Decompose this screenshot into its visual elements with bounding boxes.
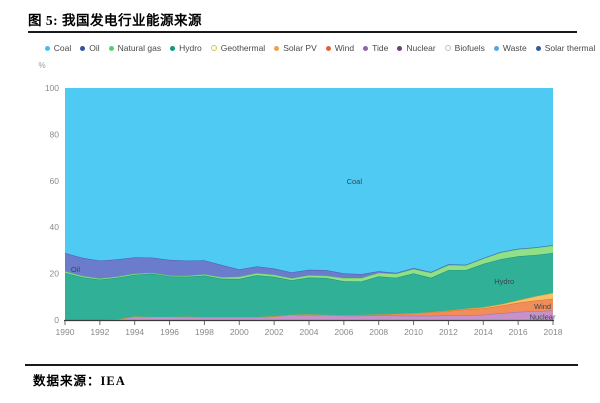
legend-label: Solar PV	[283, 43, 317, 53]
legend-swatch-coal	[44, 45, 50, 51]
legend-label: Solar thermal	[544, 43, 596, 53]
x-tick-label: 2008	[369, 327, 388, 337]
legend-item-hydro: Hydro	[170, 43, 202, 53]
legend-swatch-waste	[493, 45, 499, 51]
x-tick-label: 2012	[439, 327, 458, 337]
legend-swatch-solar-pv	[274, 45, 280, 51]
x-tick-label: 2018	[544, 327, 563, 337]
legend-swatch-solar-thermal	[535, 45, 541, 51]
area-natural-gas	[65, 245, 553, 282]
x-tick-label: 2002	[265, 327, 284, 337]
legend-item-tide: Tide	[363, 43, 388, 53]
legend-label: Wind	[334, 43, 355, 53]
area-label-nuclear: Nuclear	[530, 313, 556, 322]
legend-swatch-natural-gas	[108, 45, 114, 51]
legend-item-waste: Waste	[493, 43, 527, 53]
y-tick-label: 60	[50, 176, 60, 186]
area-label-wind: Wind	[534, 302, 551, 311]
area-coal	[65, 88, 553, 275]
x-tick-label: 1994	[125, 327, 144, 337]
legend-swatch-hydro	[170, 45, 176, 51]
area-hydro	[65, 253, 553, 320]
legend-item-coal: Coal	[44, 43, 72, 53]
area-nuclear	[65, 310, 553, 320]
x-tick-label: 1998	[195, 327, 214, 337]
y-tick-label: 100	[45, 83, 59, 93]
y-tick-label: 40	[50, 222, 60, 232]
legend-item-solar-thermal: Solar thermal	[535, 43, 596, 53]
x-tick-label: 1990	[56, 327, 75, 337]
area-label-coal: Coal	[347, 177, 363, 186]
area-label-hydro: Hydro	[494, 277, 514, 286]
legend-item-solar-pv: Solar PV	[274, 43, 317, 53]
legend-swatch-geothermal	[210, 45, 217, 51]
legend-label: Oil	[89, 43, 100, 53]
title-underline	[28, 31, 577, 33]
x-tick-label: 2010	[404, 327, 423, 337]
legend-label: Tide	[372, 43, 389, 53]
area-label-oil: Oil	[71, 265, 81, 274]
x-tick-label: 1996	[160, 327, 179, 337]
figure-title: 图 5: 我国发电行业能源来源	[28, 13, 202, 28]
legend-label: Hydro	[179, 43, 202, 53]
y-tick-label: 20	[50, 269, 60, 279]
legend-label: Biofuels	[454, 43, 485, 53]
legend-swatch-biofuels	[444, 45, 451, 51]
legend-swatch-tide	[363, 45, 369, 51]
area-oil	[65, 245, 553, 279]
legend-label: Coal	[53, 43, 72, 53]
legend-item-geothermal: Geothermal	[210, 43, 266, 53]
legend-item-wind: Wind	[325, 43, 355, 53]
y-tick-label: 0	[54, 315, 59, 325]
x-tick-label: 2014	[474, 327, 493, 337]
legend-label: Geothermal	[220, 43, 266, 53]
y-axis-unit-label: %	[38, 61, 45, 70]
x-tick-label: 2004	[300, 327, 319, 337]
chart-legend: Coal Oil Natural gas Hydro Geothermal Solar P…	[44, 43, 595, 53]
y-tick-label: 80	[50, 129, 60, 139]
footer-rule	[25, 364, 578, 366]
legend-label: Nuclear	[406, 43, 436, 53]
x-tick-label: 2000	[230, 327, 249, 337]
area-wind	[65, 298, 553, 320]
legend-label: Natural gas	[117, 43, 162, 53]
data-source-label: 数据来源：IEA	[33, 374, 126, 388]
x-tick-label: 2016	[509, 327, 528, 337]
legend-swatch-nuclear	[397, 45, 403, 51]
legend-swatch-oil	[80, 45, 86, 51]
x-tick-label: 1992	[90, 327, 109, 337]
legend-item-oil: Oil	[80, 43, 100, 53]
legend-label: Waste	[502, 43, 527, 53]
legend-item-biofuels: Biofuels	[444, 43, 485, 53]
x-tick-label: 2006	[334, 327, 353, 337]
legend-item-natural-gas: Natural gas	[108, 43, 162, 53]
legend-swatch-wind	[325, 45, 331, 51]
legend-item-nuclear: Nuclear	[397, 43, 436, 53]
